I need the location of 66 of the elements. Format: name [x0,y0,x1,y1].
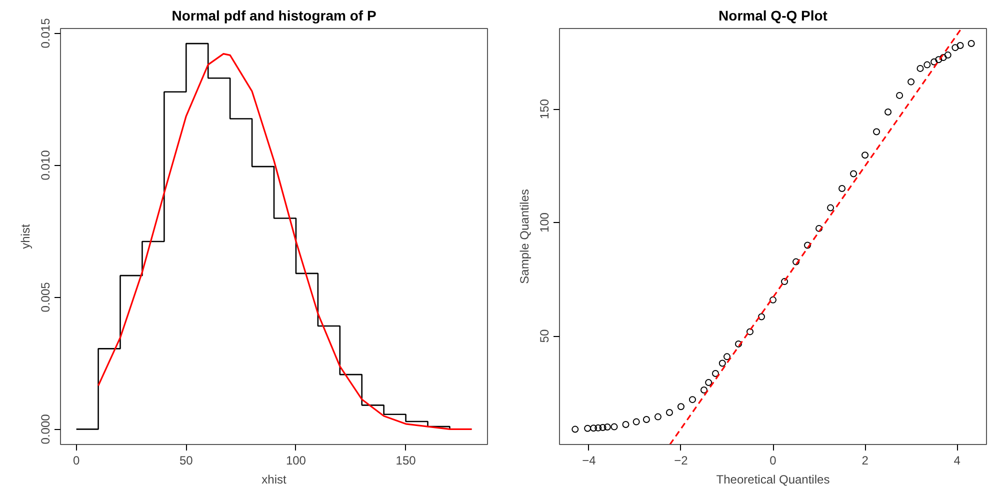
x-tick-label: −2 [674,454,688,468]
point [816,224,823,232]
x-tick-label: 0 [72,454,80,468]
y-tick-label: 100 [538,212,552,233]
y-tick-label: 0.010 [38,150,52,180]
y-axis-title: yhist [18,223,32,249]
x-tick-label: 100 [286,454,306,468]
point [688,396,696,404]
point [896,92,904,99]
point [746,328,754,336]
point [723,353,730,360]
point [584,424,592,432]
y-tick-label: 50 [538,329,552,343]
point [952,44,959,52]
point [712,370,719,377]
x-tick-label: 50 [179,454,194,468]
point [804,242,812,249]
point [956,42,964,50]
point [654,413,662,420]
point [850,170,858,178]
point [862,152,869,159]
point [930,58,938,66]
x-tick-label: 2 [862,454,869,468]
point [622,421,630,428]
point [677,403,684,410]
point [734,340,742,348]
point [572,426,579,433]
chart-title: Normal pdf and histogram of P [172,8,376,24]
x-tick-label: 150 [396,454,416,468]
point [758,313,765,320]
point [700,386,708,394]
point [908,78,915,86]
point [792,258,800,266]
point [705,379,712,386]
chart-title: Normal Q-Q Plot [718,8,828,24]
point [944,52,952,59]
point [827,204,834,212]
point [924,61,931,68]
y-tick-label: 0.000 [38,414,52,444]
y-axis-title: Sample Quantiles [518,189,532,284]
point [873,128,880,136]
point [916,64,924,72]
x-tick-label: 0 [770,454,777,468]
point [590,424,598,432]
point [642,416,650,424]
y-tick-label: 0.005 [38,282,52,312]
y-tick-label: 150 [538,98,552,120]
point [599,424,606,431]
point [666,409,673,416]
point [770,296,776,304]
point [935,56,942,64]
x-tick-label: −4 [582,454,596,468]
point [632,418,640,426]
point [968,40,975,47]
point [610,423,618,430]
x-tick-label: 4 [954,454,961,468]
y-tick-label: 0.015 [38,18,52,48]
x-axis-title: Theoretical Quantiles [716,472,830,486]
point [718,360,726,367]
x-axis-title: xhist [262,472,288,486]
point [594,424,602,432]
point [781,278,788,286]
point [604,424,611,431]
point [940,54,947,62]
point [884,108,892,116]
point [838,185,846,192]
